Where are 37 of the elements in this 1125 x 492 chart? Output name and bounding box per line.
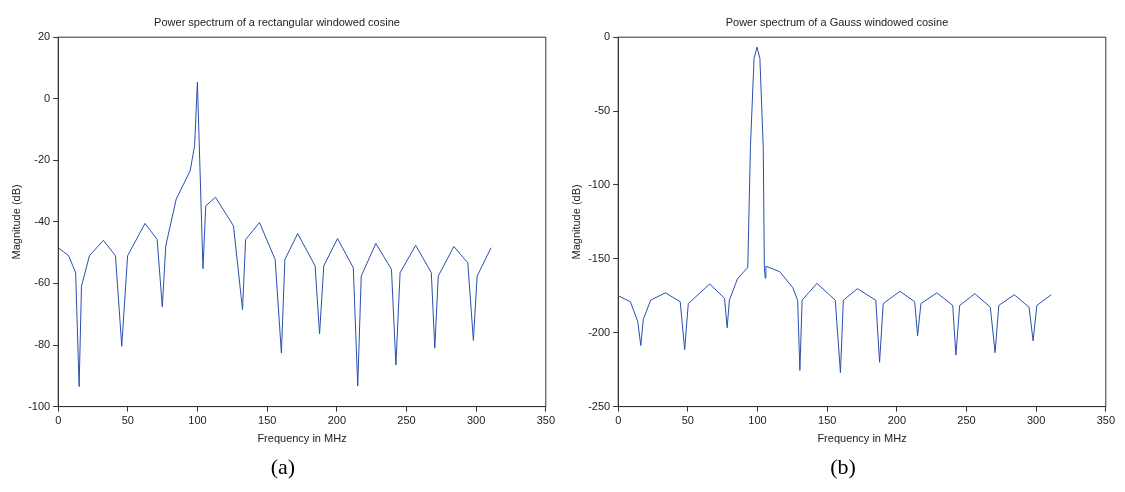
text: (b)	[829, 454, 857, 480]
x-tick-label: 200	[887, 414, 907, 427]
y-tick-label: 0	[604, 30, 611, 43]
x-axis-title: Frequency in MHz	[257, 432, 347, 445]
y-tick-label: 20	[37, 30, 51, 43]
y-tick-label: -150	[588, 251, 611, 264]
chart-title: Power spectrum of a rectangular windowed cosine	[154, 15, 400, 28]
x-tick-label: 50	[681, 414, 694, 427]
chart-title: Power spectrum of a Gauss windowed cosine	[725, 15, 949, 28]
text: (a)	[269, 454, 297, 480]
y-tick-label: -100	[28, 399, 51, 412]
y-tick-label: -60	[34, 276, 51, 289]
y-tick-label: -80	[34, 338, 51, 351]
x-tick-label: 50	[121, 414, 134, 427]
x-tick-label: 250	[397, 414, 416, 427]
y-axis-title: Magnitude (dB)	[569, 184, 582, 260]
y-tick-label: -200	[588, 325, 611, 338]
y-tick-label: -50	[594, 104, 611, 117]
x-tick-label: 200	[327, 414, 347, 427]
x-tick-label: 150	[818, 414, 837, 427]
y-tick-label: 0	[44, 91, 51, 104]
x-tick-label: 350	[1096, 414, 1115, 427]
x-tick-label: 350	[536, 414, 555, 427]
y-axis-title: Magnitude (dB)	[9, 184, 22, 260]
x-tick-label: 100	[748, 414, 767, 427]
x-tick-label: 300	[466, 414, 486, 427]
y-tick-label: -100	[588, 177, 611, 190]
x-axis-title: Frequency in MHz	[817, 432, 907, 445]
x-tick-label: 0	[615, 414, 622, 427]
y-tick-label: -20	[34, 153, 51, 166]
x-tick-label: 0	[55, 414, 62, 427]
y-tick-label: -250	[588, 399, 611, 412]
x-tick-label: 250	[957, 414, 976, 427]
y-tick-label: -40	[34, 214, 51, 227]
x-tick-label: 300	[1026, 414, 1046, 427]
x-tick-label: 100	[188, 414, 207, 427]
x-tick-label: 150	[258, 414, 277, 427]
